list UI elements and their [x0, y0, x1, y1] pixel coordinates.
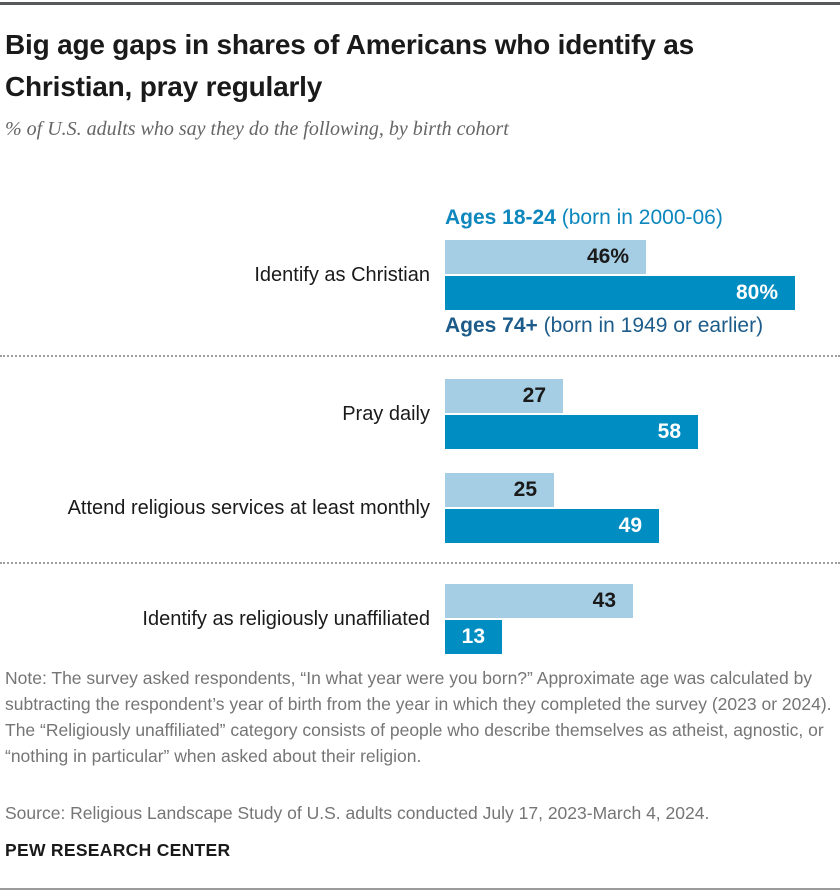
- legend-ages-18-24: Ages 18-24 (born in 2000-06): [445, 206, 723, 230]
- legend-ages-18-24-label: Ages 18-24: [445, 206, 556, 229]
- bar-ages-18-24: 43: [445, 584, 633, 618]
- bar-value-label: 49: [618, 514, 642, 537]
- bar-ages-74plus: 58: [445, 415, 698, 449]
- bar-ages-74plus: 49: [445, 509, 659, 543]
- report-title: Big age gaps in shares of Americans who …: [5, 29, 694, 102]
- dotted-divider: [0, 355, 840, 357]
- bar-value-label: 27: [522, 384, 546, 407]
- pew-research-center-wordmark: PEW RESEARCH CENTER: [5, 840, 231, 860]
- category-label: Pray daily: [342, 403, 430, 425]
- report-subtitle: % of U.S. adults who say they do the fol…: [5, 118, 509, 140]
- category-label: Identify as Christian: [254, 264, 430, 286]
- bar-value-label: 43: [592, 589, 616, 612]
- bar-value-label: 25: [513, 478, 537, 501]
- bottom-rule: [0, 888, 840, 890]
- top-rule: [0, 2, 840, 5]
- bar-ages-74plus: 13: [445, 620, 502, 654]
- bar-ages-18-24: 25: [445, 473, 554, 507]
- legend-ages-74plus: Ages 74+ (born in 1949 or earlier): [445, 314, 763, 338]
- bar-ages-18-24: 27: [445, 379, 563, 413]
- bar-ages-18-24: 46%: [445, 240, 646, 274]
- legend-ages-74plus-detail: (born in 1949 or earlier): [537, 314, 764, 337]
- category-label: Attend religious services at least month…: [67, 497, 430, 519]
- source-text: Source: Religious Landscape Study of U.S…: [5, 803, 710, 823]
- category-label: Identify as religiously unaffiliated: [142, 608, 430, 630]
- bar-value-label: 80%: [735, 281, 778, 304]
- legend-ages-74plus-label: Ages 74+: [445, 314, 538, 337]
- legend-ages-18-24-detail: (born in 2000-06): [555, 206, 723, 229]
- bar-ages-74plus: 80%: [445, 276, 795, 310]
- bar-value-label: 58: [657, 420, 681, 443]
- note-text: Note: The survey asked respondents, “In …: [5, 668, 832, 766]
- dotted-divider: [0, 562, 840, 564]
- bar-value-label: 13: [461, 625, 485, 648]
- bar-value-label: 46%: [586, 245, 629, 268]
